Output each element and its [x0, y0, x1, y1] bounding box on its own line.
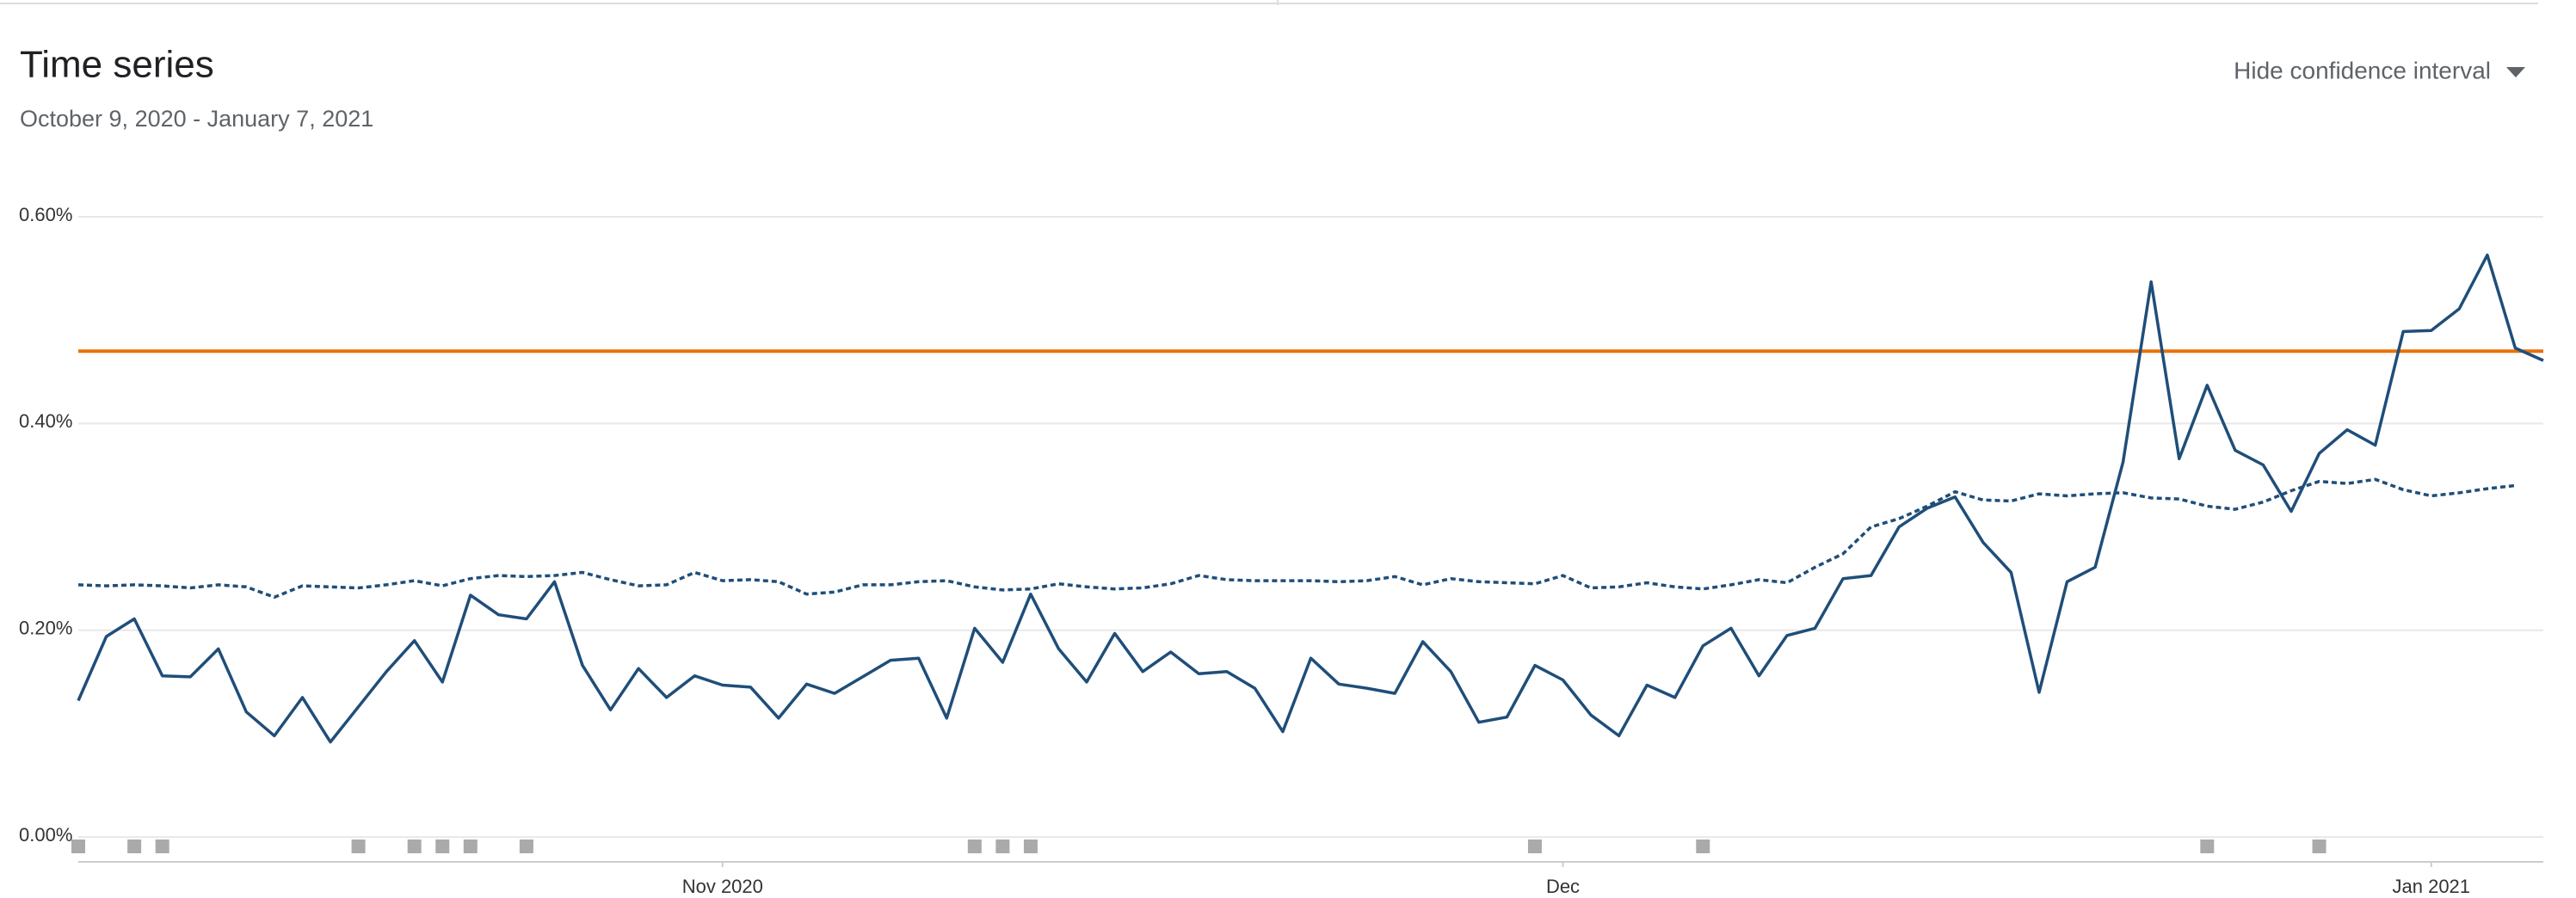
event-marker	[127, 840, 142, 853]
event-marker	[1023, 840, 1038, 853]
y-tick-label: 0.00%	[19, 824, 72, 846]
event-marker	[1527, 840, 1542, 853]
chart-subtitle: October 9, 2020 - January 7, 2021	[20, 106, 373, 132]
event-marker	[407, 840, 422, 853]
event-marker	[2200, 840, 2215, 853]
confidence-toggle[interactable]: Hide confidence interval	[2234, 57, 2525, 83]
event-marker	[463, 840, 478, 853]
event-marker	[2312, 840, 2326, 853]
x-tick-label: Dec	[1546, 876, 1580, 897]
event-marker	[1696, 840, 1710, 853]
event-marker	[995, 840, 1010, 853]
event-marker	[435, 840, 450, 853]
series-line	[77, 477, 2516, 600]
dropdown-arrow[interactable]	[2506, 67, 2525, 77]
event-marker	[351, 840, 366, 853]
series-line	[77, 253, 2544, 744]
chart-title: Time series	[20, 44, 214, 86]
event-marker	[967, 840, 982, 853]
event-marker	[71, 840, 85, 853]
y-tick-label: 0.40%	[19, 410, 72, 432]
event-marker	[155, 840, 169, 853]
event-marker	[519, 840, 533, 853]
x-tick-label: Jan 2021	[2393, 876, 2471, 897]
y-tick-label: 0.20%	[19, 618, 72, 639]
toggle-label[interactable]: Hide confidence interval	[2234, 57, 2491, 83]
y-tick-label: 0.60%	[19, 204, 72, 225]
x-tick-label: Nov 2020	[682, 876, 763, 897]
